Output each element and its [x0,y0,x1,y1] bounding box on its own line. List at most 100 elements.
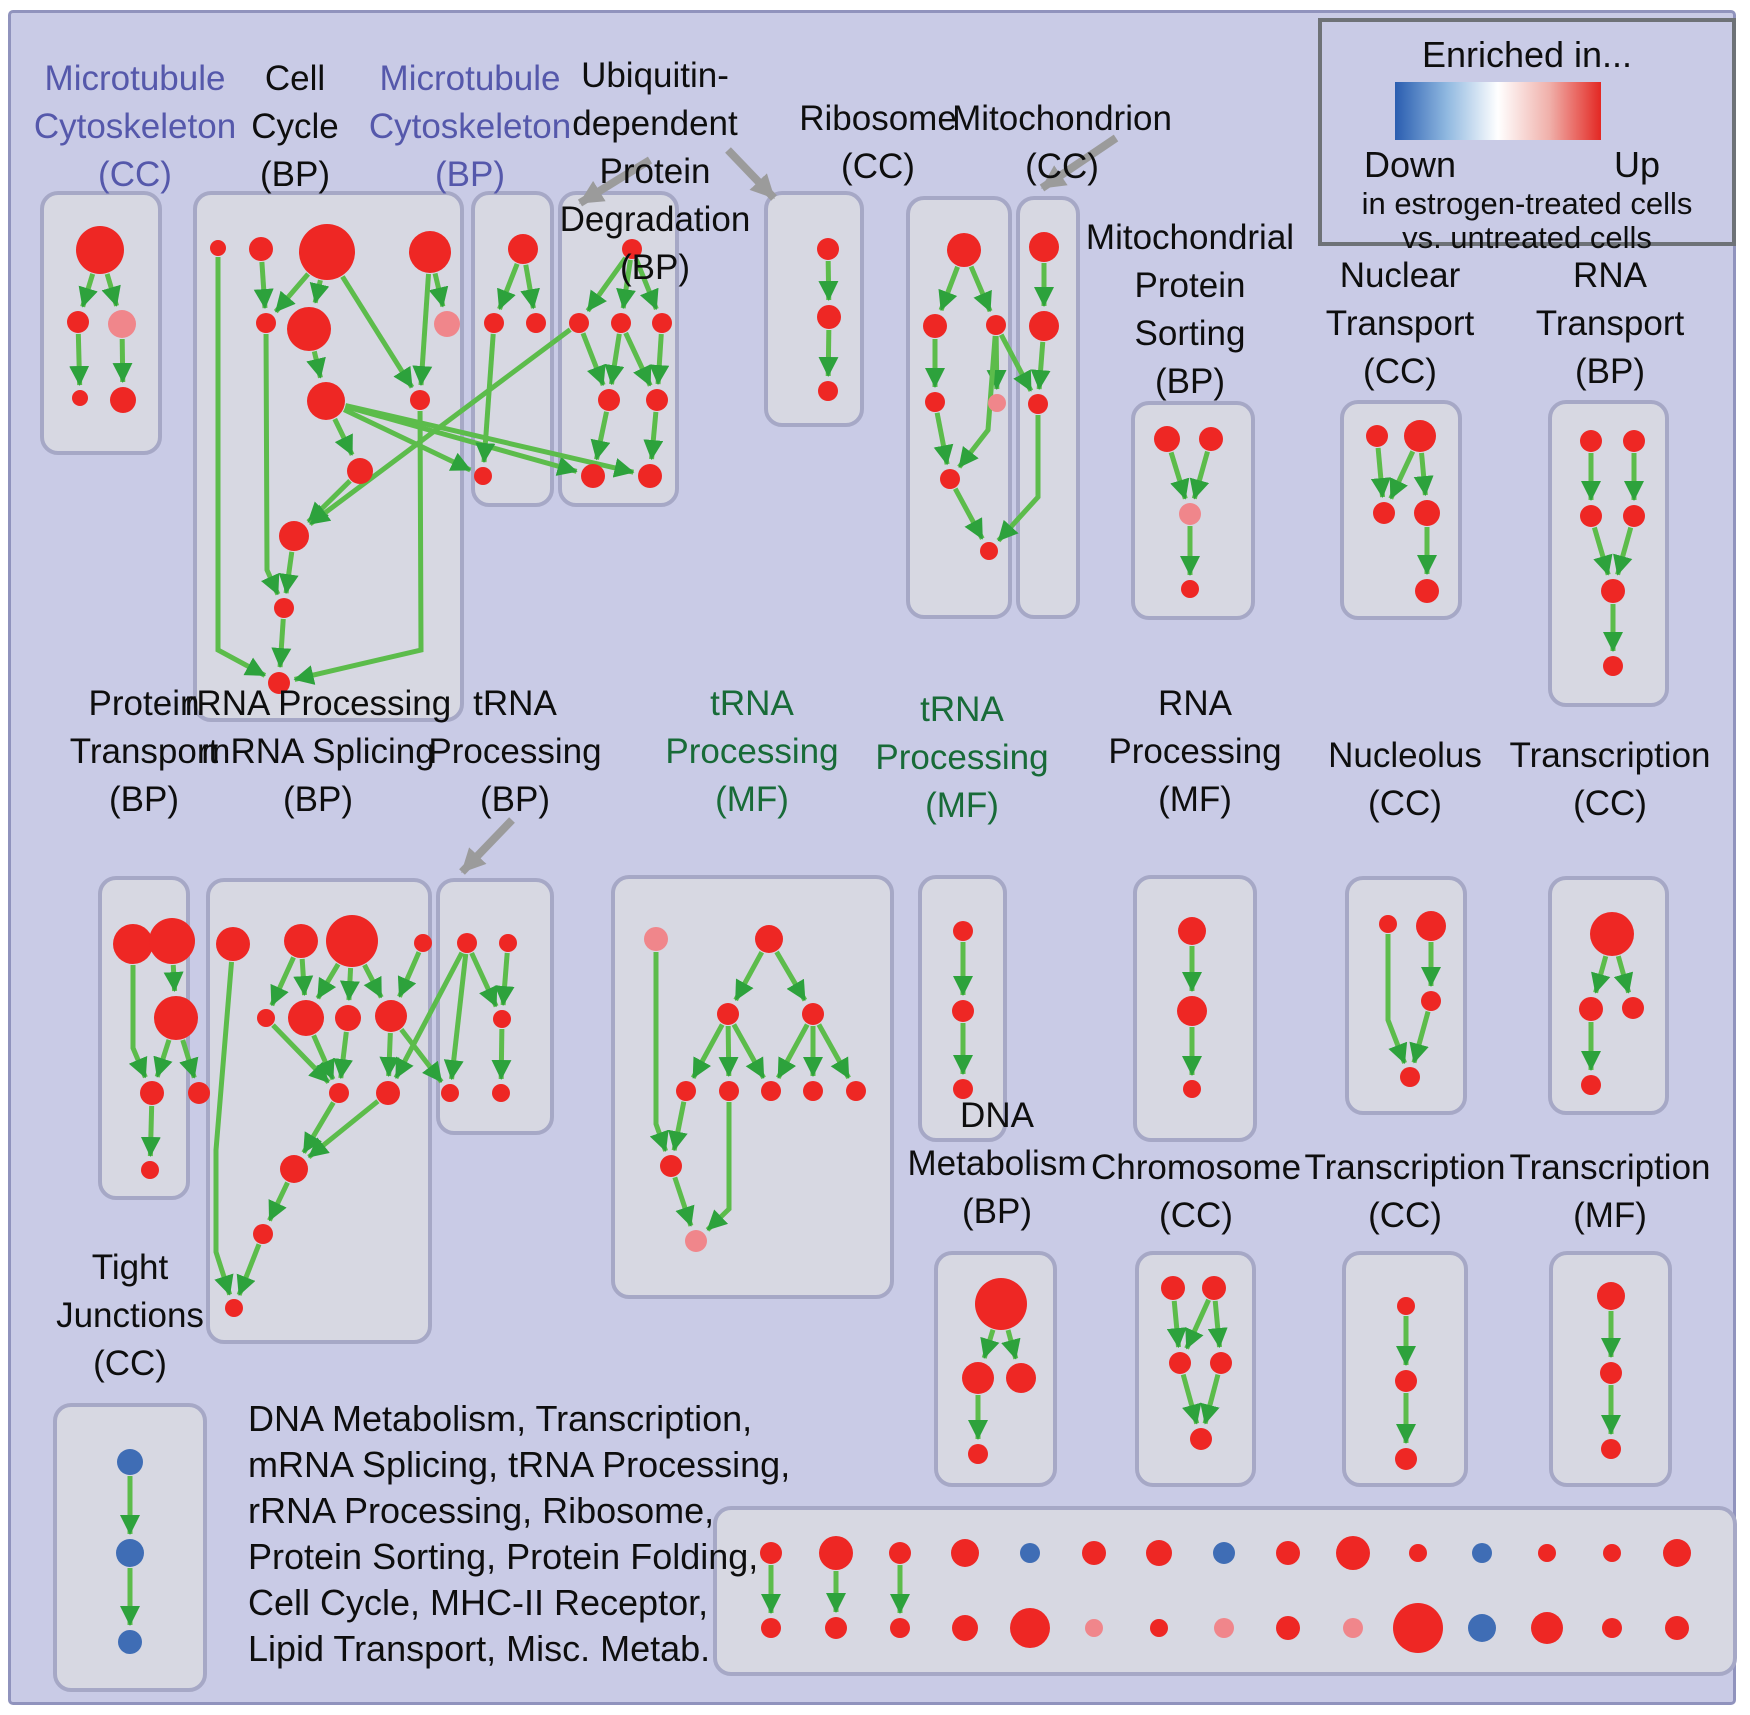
edge-arrow [271,618,292,669]
go-term-node-b5 [988,394,1006,412]
go-term-node-u6 [581,464,605,488]
go-term-node-t2 [1623,430,1645,452]
edge-arrow [643,411,664,461]
go-term-node-k1 [1397,1297,1415,1315]
go-term-node-o10 [1336,1536,1370,1570]
go-term-node-o12 [1472,1543,1492,1563]
cluster-box-chr [1135,1251,1256,1487]
go-term-node-q1 [644,927,668,951]
go-term-node-b7 [980,542,998,560]
edge-arrow [1385,934,1408,1064]
legend-down-label: Down [1364,144,1457,185]
edge-arrow [397,951,422,998]
edge-arrow [816,1023,851,1080]
go-term-node-wb3 [890,1618,910,1638]
go-term-node-c11 [279,521,309,551]
go-term-node-r5 [257,1009,275,1027]
go-term-node-t4 [1623,505,1645,527]
edge-arrow [293,410,424,685]
legend-line1: in estrogen-treated cells [1361,186,1693,221]
edge-arrow [1168,451,1190,500]
go-term-node-r6 [288,1000,324,1036]
go-term-node-r9 [329,1083,349,1103]
go-term-node-f1 [1597,1282,1625,1310]
edge-arrow [253,261,274,310]
go-term-node-h4 [1210,1352,1232,1374]
go-term-node-c6 [287,307,331,351]
go-term-node-m3 [526,313,546,333]
annotation-arrow [725,147,777,201]
misc-groups-text: DNA Metabolism, Transcription, mRNA Spli… [248,1398,791,1669]
label-trna-processing-mf-2: tRNA Processing (MF) [875,690,1049,825]
cluster-box-wide [713,1506,1737,1676]
go-term-node-a3 [108,310,136,338]
go-term-node-e1 [1178,917,1206,945]
go-term-node-f2 [1600,1362,1622,1384]
go-term-node-n1 [1366,425,1388,447]
edge-arrow [1184,1298,1211,1350]
go-term-node-c8 [307,382,345,420]
go-term-node-q10 [660,1155,682,1177]
go-term-node-o11 [1409,1544,1427,1562]
go-term-node-m2 [484,313,504,333]
go-term-node-q9 [846,1081,866,1101]
label-transcription-cc-2: Transcription (CC) [1304,1148,1506,1235]
edge-arrow [520,264,540,310]
go-term-node-y4 [1581,1075,1601,1095]
edge-arrow [307,1099,380,1159]
legend-gradient-bar [1395,82,1601,140]
go-term-node-q2 [755,925,783,953]
go-term-node-b1 [947,233,981,267]
go-term-node-wb1 [761,1618,781,1638]
go-term-node-wb13 [1531,1612,1563,1644]
go-term-node-pC [154,996,198,1040]
edge-arrow [623,331,653,387]
edge-arrow [267,1181,290,1222]
label-rna-processing-mf: RNA Processing (MF) [1108,684,1282,819]
go-term-node-s2 [1199,427,1223,451]
edge-arrow [604,333,625,386]
edge-arrow [953,487,985,540]
edge-arrow [69,333,90,387]
edge-arrow [494,952,515,1007]
go-term-node-o1 [760,1542,782,1564]
go-term-node-a2 [67,311,89,333]
go-term-node-j3 [118,1630,142,1654]
edge-arrow [399,1027,444,1084]
go-term-node-r4 [414,934,432,952]
go-term-node-r3 [326,915,378,967]
edge-arrow [718,1025,739,1078]
go-term-node-u1 [569,313,589,333]
go-term-node-k3 [1395,1448,1417,1470]
go-term-node-p4 [441,1084,459,1102]
go-term-node-u5 [646,389,668,411]
edge-arrow [163,964,184,993]
go-term-node-q5 [676,1081,696,1101]
edge-arrow [1200,1373,1221,1425]
go-term-node-y3 [1622,997,1644,1019]
edge-arrow [933,412,954,466]
go-term-node-c10 [347,458,373,484]
go-term-node-g3 [1028,394,1048,414]
label-ubiquitin-degradation-bp: Ubiquitin- dependent Protein Degradation… [559,56,751,287]
go-term-node-u0 [622,239,642,259]
go-term-node-p1 [457,933,477,953]
edge-arrow [78,273,98,308]
edge-arrow [980,1329,1000,1359]
edge-arrow [112,338,133,384]
edge-arrow [236,1243,262,1296]
edge-arrow [649,952,669,1152]
edge-arrow [306,350,326,379]
cluster-box-mtcc [40,191,162,455]
go-term-node-rf [188,1082,210,1104]
edge-arrow [215,257,267,678]
label-microtubule-cytoskeleton-cc: Microtubule Cytoskeleton (CC) [33,59,237,194]
go-term-node-o2 [819,1536,853,1570]
edge-arrow [1370,447,1391,499]
label-transcription-mf: Transcription (MF) [1509,1148,1711,1235]
annotation-arrow [459,817,515,875]
edge-arrow [633,258,659,311]
edge-arrow [733,950,764,1002]
edge-arrow [428,272,449,308]
